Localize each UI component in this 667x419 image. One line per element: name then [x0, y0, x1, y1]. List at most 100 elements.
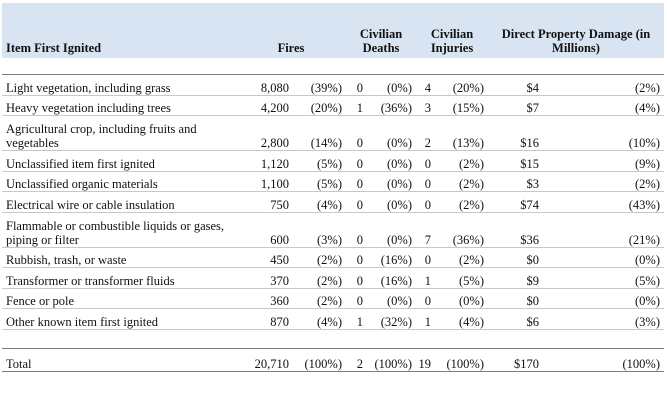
table-row-deaths-pct: (0%) — [368, 74, 416, 96]
table-row-damage-pct: (2%) — [544, 171, 664, 192]
table-row-fires: 750 — [236, 191, 294, 213]
table-row-injuries: 1 — [416, 308, 436, 330]
table-row-damage: $74 — [488, 191, 544, 213]
header-damage: Direct Property Damage (in Millions) — [488, 3, 664, 58]
table-row-item: Flammable or combustible liquids or gase… — [2, 212, 236, 248]
table-row-deaths: 0 — [346, 212, 368, 248]
table-row-fires: 600 — [236, 212, 294, 248]
table-row-damage: $36 — [488, 212, 544, 248]
table-row-item: Light vegetation, including grass — [2, 74, 236, 96]
total-injuries-pct: (100%) — [436, 348, 488, 372]
table-row-deaths-pct: (16%) — [368, 247, 416, 268]
total-injuries: 19 — [416, 348, 436, 372]
table-row-damage-pct: (5%) — [544, 267, 664, 289]
table-row-deaths-pct: (0%) — [368, 191, 416, 213]
table-row-injuries-pct: (13%) — [436, 115, 488, 151]
table-row-deaths: 1 — [346, 95, 368, 116]
table-row: Unclassified organic materials 1,100 (5%) 0… — [2, 171, 664, 192]
total-damage: $170 — [488, 348, 544, 372]
table-row-damage-pct: (0%) — [544, 247, 664, 268]
total-fires: 20,710 — [236, 348, 294, 372]
table-row-damage: $4 — [488, 74, 544, 96]
table-row-fires-pct: (2%) — [294, 288, 346, 309]
table-row-injuries: 1 — [416, 267, 436, 289]
table-row-fires: 4,200 — [236, 95, 294, 116]
table-row-deaths: 1 — [346, 308, 368, 330]
table-row: Transformer or transformer fluids 370 (2%)… — [2, 267, 664, 289]
table-row-injuries-pct: (36%) — [436, 212, 488, 248]
table-row-injuries: 0 — [416, 171, 436, 192]
total-deaths: 2 — [346, 348, 368, 372]
table-row: Other known item first ignited 870 (4%) 1 (3… — [2, 308, 664, 330]
table-row-deaths: 0 — [346, 150, 368, 172]
table-row-fires-pct: (39%) — [294, 74, 346, 96]
total-label: Total — [2, 348, 236, 372]
table-row: Fence or pole 360 (2%) 0 (0%) 0 (0%) $0 (0%) — [2, 288, 664, 309]
table-row-deaths-pct: (0%) — [368, 115, 416, 151]
table-row-damage-pct: (0%) — [544, 288, 664, 309]
table-row-deaths: 0 — [346, 191, 368, 213]
table-row-item: Unclassified item first ignited — [2, 150, 236, 172]
table-row-fires-pct: (5%) — [294, 150, 346, 172]
table-row: Agricultural crop, including fruits and … — [2, 115, 664, 151]
table-row-item: Agricultural crop, including fruits and … — [2, 115, 236, 151]
table-row-fires-pct: (4%) — [294, 308, 346, 330]
table-row-injuries: 0 — [416, 150, 436, 172]
table-row-injuries: 0 — [416, 247, 436, 268]
table-row-injuries: 4 — [416, 74, 436, 96]
table-row-deaths: 0 — [346, 74, 368, 96]
table-row-injuries-pct: (2%) — [436, 191, 488, 213]
table-row-damage: $9 — [488, 267, 544, 289]
table-row-fires: 8,080 — [236, 74, 294, 96]
header-row: Item First Ignited Fires Civilian Deaths… — [2, 3, 664, 58]
table-row-item: Rubbish, trash, or waste — [2, 247, 236, 268]
table-row-deaths-pct: (16%) — [368, 267, 416, 289]
table-row-damage-pct: (21%) — [544, 212, 664, 248]
total-row: Total 20,710 (100%) 2 (100%) 19 (100%) $… — [2, 348, 664, 372]
table-row-fires-pct: (20%) — [294, 95, 346, 116]
table-row-deaths-pct: (0%) — [368, 171, 416, 192]
table-row-item: Unclassified organic materials — [2, 171, 236, 192]
table-row-fires: 1,120 — [236, 150, 294, 172]
table-row-damage: $7 — [488, 95, 544, 116]
total-damage-pct: (100%) — [544, 348, 664, 372]
header-item: Item First Ignited — [2, 3, 236, 58]
table-row: Heavy vegetation including trees 4,200 (20… — [2, 95, 664, 116]
table-row-injuries-pct: (2%) — [436, 247, 488, 268]
table-row-damage-pct: (10%) — [544, 115, 664, 151]
table-row-injuries: 3 — [416, 95, 436, 116]
table-row-injuries: 2 — [416, 115, 436, 151]
table-row-deaths: 0 — [346, 171, 368, 192]
table-row-deaths-pct: (32%) — [368, 308, 416, 330]
table-row-item: Heavy vegetation including trees — [2, 95, 236, 116]
table-row-fires: 1,100 — [236, 171, 294, 192]
table-row-item: Fence or pole — [2, 288, 236, 309]
table-row-injuries-pct: (0%) — [436, 288, 488, 309]
table-row-fires: 370 — [236, 267, 294, 289]
total-deaths-pct: (100%) — [368, 348, 416, 372]
header-injuries: Civilian Injuries — [416, 3, 488, 58]
table-row-fires-pct: (3%) — [294, 212, 346, 248]
table-row: Unclassified item first ignited 1,120 (5%)… — [2, 150, 664, 172]
table-row-deaths: 0 — [346, 288, 368, 309]
table-row-fires-pct: (4%) — [294, 191, 346, 213]
table-row-injuries-pct: (2%) — [436, 150, 488, 172]
table-row-damage: $0 — [488, 288, 544, 309]
table-row-injuries-pct: (20%) — [436, 74, 488, 96]
table-row-fires-pct: (5%) — [294, 171, 346, 192]
table-row-fires-pct: (2%) — [294, 267, 346, 289]
header-deaths: Civilian Deaths — [346, 3, 416, 58]
table-row-item: Transformer or transformer fluids — [2, 267, 236, 289]
table-row-fires: 2,800 — [236, 115, 294, 151]
table-body: Light vegetation, including grass 8,080 (3… — [2, 74, 664, 330]
table-row-injuries-pct: (15%) — [436, 95, 488, 116]
table-row-deaths: 0 — [346, 267, 368, 289]
table-row-injuries-pct: (2%) — [436, 171, 488, 192]
header-fires: Fires — [236, 3, 346, 58]
table-row-injuries-pct: (5%) — [436, 267, 488, 289]
header-spacer — [2, 58, 664, 75]
table-row-fires: 870 — [236, 308, 294, 330]
table-row-damage-pct: (3%) — [544, 308, 664, 330]
table-row-fires-pct: (2%) — [294, 247, 346, 268]
